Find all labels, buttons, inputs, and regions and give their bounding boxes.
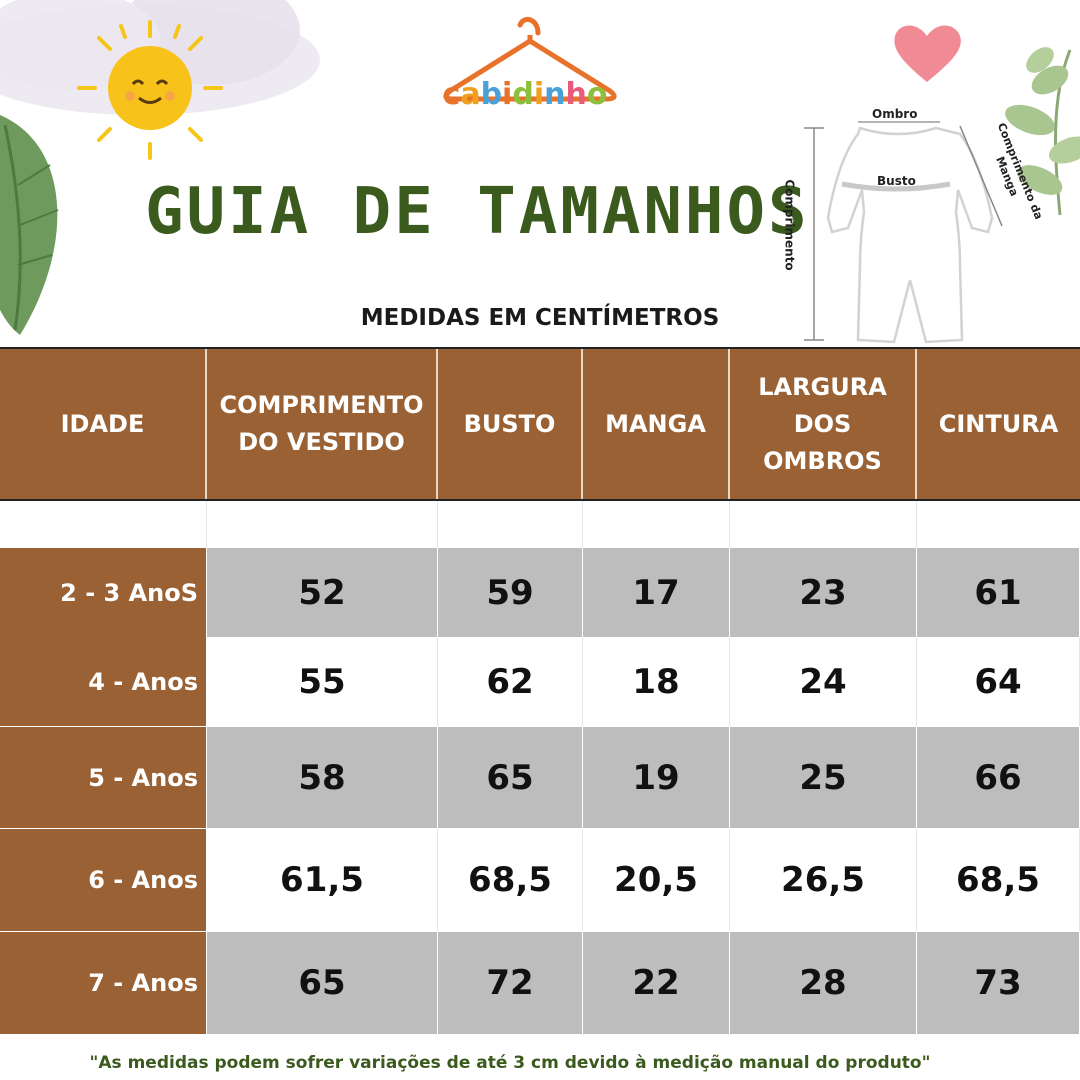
measurement-cell: 20,5 xyxy=(583,829,730,931)
measurement-cell: 26,5 xyxy=(730,829,917,931)
measurement-cell: 28 xyxy=(730,932,917,1034)
measurement-cell: 66 xyxy=(917,727,1080,828)
brand-logo: cabidinho xyxy=(430,5,630,115)
measurement-cell: 58 xyxy=(207,727,438,828)
measurement-cell: 22 xyxy=(583,932,730,1034)
measurement-cell: 65 xyxy=(438,727,583,828)
age-cell: 5 - Anos xyxy=(0,727,207,828)
column-header: MANGA xyxy=(583,349,730,499)
measurement-cell: 73 xyxy=(917,932,1080,1034)
measurement-cell: 61,5 xyxy=(207,829,438,931)
column-header-line: DOS xyxy=(793,409,852,438)
disclaimer-footnote: "As medidas podem sofrer variações de at… xyxy=(89,1053,931,1073)
measurement-cell: 18 xyxy=(583,637,730,726)
romper-outline xyxy=(804,121,1003,344)
brand-letter: c xyxy=(442,77,461,112)
measurement-cell: 61 xyxy=(917,548,1080,637)
table-row: 6 - Anos 61,5 68,5 20,5 26,5 68,5 xyxy=(0,829,1080,931)
garment-measurement-diagram: Ombro Busto Comprimento Comprimento da M… xyxy=(780,100,1060,350)
sun-icon xyxy=(77,20,223,160)
measurement-cell: 23 xyxy=(730,548,917,637)
column-header-line: LARGURA xyxy=(758,372,887,401)
measurement-cell: 64 xyxy=(917,637,1080,726)
brand-letter: n xyxy=(544,77,566,112)
measurement-cell: 72 xyxy=(438,932,583,1034)
column-header-line: COMPRIMENTO xyxy=(219,391,424,419)
brand-letter: a xyxy=(460,77,481,112)
column-header: CINTURA xyxy=(917,349,1080,499)
units-subtitle: MEDIDAS EM CENTÍMETROS xyxy=(360,305,720,331)
measurement-cell: 68,5 xyxy=(917,829,1080,931)
diagram-label-busto: Busto xyxy=(877,174,916,188)
column-header: BUSTO xyxy=(438,349,583,499)
table-row: 4 - Anos 55 62 18 24 64 xyxy=(0,637,1080,726)
leaf-decoration-left xyxy=(0,115,59,335)
diagram-label-ombro: Ombro xyxy=(872,107,918,121)
column-header-line: MANGA xyxy=(605,409,706,438)
table-row: 2 - 3 AnoS 52 59 17 23 61 xyxy=(0,548,1080,637)
age-cell: 2 - 3 AnoS xyxy=(0,548,207,637)
column-header-line: DO VESTIDO xyxy=(238,428,405,456)
column-header: IDADE xyxy=(0,349,207,499)
brand-letter: o xyxy=(586,77,608,112)
leaf-decoration-right xyxy=(1005,47,1080,216)
heart-icon xyxy=(894,25,961,83)
measurement-cell: 24 xyxy=(730,637,917,726)
diagram-label-comprimento: Comprimento xyxy=(782,179,797,271)
brand-letter: b xyxy=(480,77,503,112)
measurement-cell: 62 xyxy=(438,637,583,726)
measurement-cell: 55 xyxy=(207,637,438,726)
column-header: LARGURA DOS OMBROS xyxy=(730,349,917,499)
table-row: 5 - Anos 58 65 19 25 66 xyxy=(0,727,1080,828)
table-row: 7 - Anos 65 72 22 28 73 xyxy=(0,932,1080,1034)
measurement-cell: 68,5 xyxy=(438,829,583,931)
page-title: GUIA DE TAMANHOS xyxy=(145,175,810,249)
age-cell: 4 - Anos xyxy=(0,637,207,726)
table-header-row: IDADE COMPRIMENTO DO VESTIDO BUSTO MANGA LARG… xyxy=(0,347,1080,501)
column-header-line: BUSTO xyxy=(463,409,556,438)
brand-letter: i xyxy=(533,77,545,112)
measurement-cell: 59 xyxy=(438,548,583,637)
age-cell: 7 - Anos xyxy=(0,932,207,1034)
hanger-icon xyxy=(443,16,617,102)
brand-name: cabidinho xyxy=(430,77,620,112)
measurement-cell: 25 xyxy=(730,727,917,828)
measurement-cell: 65 xyxy=(207,932,438,1034)
measurement-cell: 52 xyxy=(207,548,438,637)
column-header-line: OMBROS xyxy=(763,446,882,475)
column-header: COMPRIMENTO DO VESTIDO xyxy=(207,349,438,499)
brand-letter: d xyxy=(512,77,534,112)
column-header-line: CINTURA xyxy=(938,409,1059,438)
measurement-cell: 19 xyxy=(583,727,730,828)
measurement-cell: 17 xyxy=(583,548,730,637)
age-cell: 6 - Anos xyxy=(0,829,207,931)
column-header-line: IDADE xyxy=(60,409,145,438)
brand-letter: h xyxy=(565,77,587,112)
table-spacer-row xyxy=(0,501,1080,548)
brand-letter: i xyxy=(502,77,513,112)
